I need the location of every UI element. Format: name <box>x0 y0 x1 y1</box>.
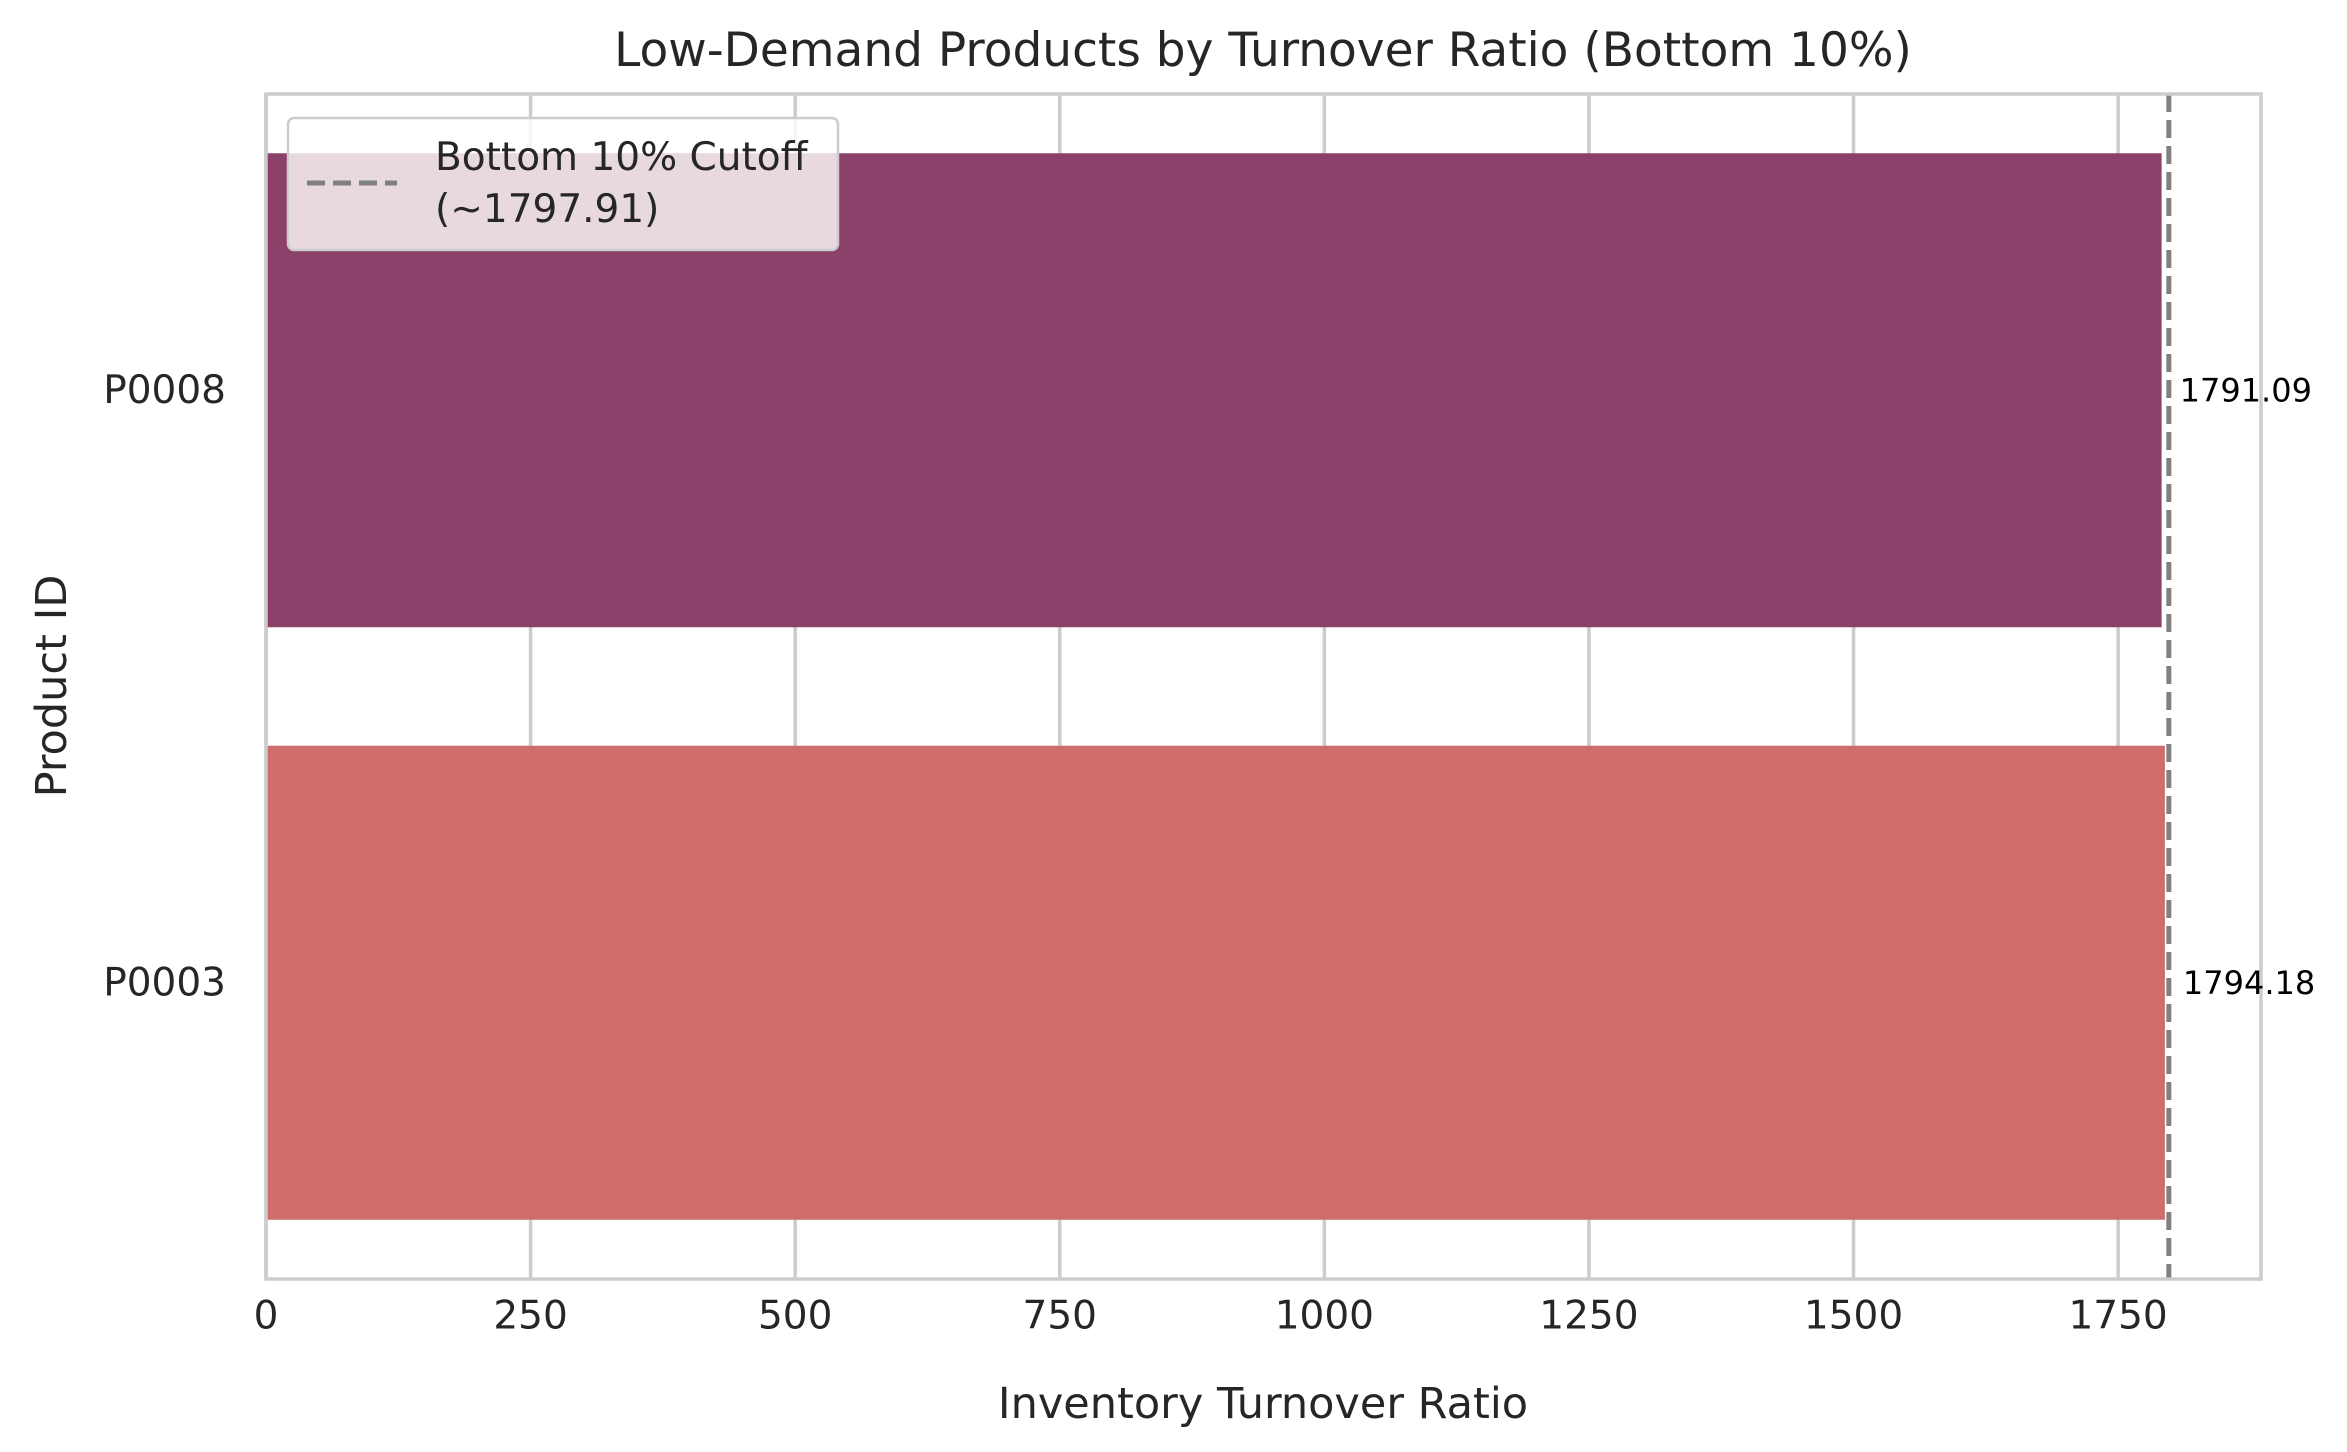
legend-label-line2: (~1797.91) <box>435 187 659 232</box>
x-tick-labels: 0 250 500 750 1000 1250 1500 1750 <box>254 1294 2168 1339</box>
x-tick-label: 1250 <box>1539 1294 1638 1339</box>
legend: Bottom 10% Cutoff (~1797.91) <box>286 116 840 252</box>
bar-value-labels: 1791.09 1794.18 <box>2180 371 2316 1002</box>
x-tick-label: 1750 <box>2068 1294 2167 1339</box>
bar-value-label: 1791.09 <box>2180 371 2312 409</box>
bar-value-label: 1794.18 <box>2183 964 2315 1002</box>
legend-box <box>286 116 840 252</box>
plot-frame <box>264 92 2263 1281</box>
y-axis-label: Product ID <box>27 575 77 798</box>
chart-title: Low-Demand Products by Turnover Ratio (B… <box>614 23 1912 78</box>
x-tick-label: 750 <box>1023 1294 1097 1339</box>
x-tick-label: 1000 <box>1275 1294 1374 1339</box>
y-category-labels: P0008 P0003 <box>103 368 226 1006</box>
bar-p0003 <box>266 745 2165 1220</box>
y-category-label: P0003 <box>103 960 226 1005</box>
legend-label-line1: Bottom 10% Cutoff <box>435 135 809 180</box>
x-axis-label: Inventory Turnover Ratio <box>998 1379 1528 1429</box>
y-category-label: P0008 <box>103 368 226 413</box>
x-tick-label: 500 <box>758 1294 832 1339</box>
x-tick-label: 250 <box>493 1294 567 1339</box>
x-tick-label: 0 <box>254 1294 279 1339</box>
x-tick-label: 1500 <box>1804 1294 1903 1339</box>
